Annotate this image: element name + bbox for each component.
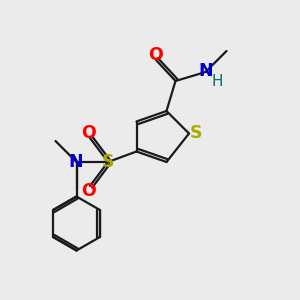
Text: O: O	[81, 182, 96, 200]
Text: O: O	[148, 46, 163, 64]
Text: S: S	[189, 124, 202, 142]
Text: N: N	[199, 62, 213, 80]
Text: N: N	[69, 153, 83, 171]
Text: H: H	[211, 74, 223, 88]
Text: S: S	[102, 153, 115, 171]
Text: O: O	[81, 124, 96, 142]
